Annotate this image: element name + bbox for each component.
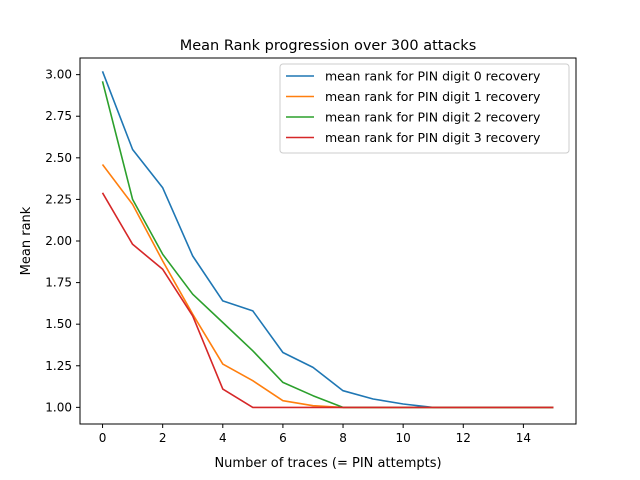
x-tick-label: 0: [99, 431, 107, 445]
y-tick-label: 2.25: [45, 192, 72, 206]
y-tick-label: 3.00: [45, 68, 72, 82]
y-tick-label: 1.25: [45, 359, 72, 373]
plot-lines: [101, 71, 554, 409]
y-tick-label: 2.50: [45, 151, 72, 165]
x-tick-label: 6: [279, 431, 287, 445]
legend-box: [279, 63, 570, 154]
y-tick-label: 2.00: [45, 234, 72, 248]
y-axis: 1.00 1.25 1.50 1.75 2.00 2.25 2.50 2.75 3.00: [45, 68, 80, 414]
x-tick-label: 10: [396, 431, 411, 445]
x-axis: 0 2 4 6 8 10 12 14: [99, 424, 531, 445]
x-tick-label: 12: [456, 431, 471, 445]
series-line-1: [101, 164, 554, 409]
x-tick-label: 14: [516, 431, 531, 445]
y-tick-label: 1.00: [45, 400, 72, 414]
legend-label: mean rank for PIN digit 3 recovery: [325, 130, 541, 145]
y-axis-label: Mean rank: [19, 206, 34, 275]
legend-label: mean rank for PIN digit 1 recovery: [325, 89, 541, 104]
series-line-3: [101, 192, 554, 409]
x-tick-label: 2: [159, 431, 167, 445]
y-tick-label: 1.50: [45, 317, 72, 331]
x-tick-label: 8: [339, 431, 347, 445]
legend-label: mean rank for PIN digit 0 recovery: [325, 69, 541, 84]
x-axis-label: Number of traces (= PIN attempts): [214, 456, 441, 471]
y-tick-label: 2.75: [45, 109, 72, 123]
y-tick-label: 1.75: [45, 276, 72, 290]
chart-title: Mean Rank progression over 300 attacks: [180, 38, 477, 54]
x-tick-label: 4: [219, 431, 227, 445]
legend: mean rank for PIN digit 0 recovery mean r…: [279, 63, 570, 154]
legend-label: mean rank for PIN digit 2 recovery: [325, 110, 541, 125]
